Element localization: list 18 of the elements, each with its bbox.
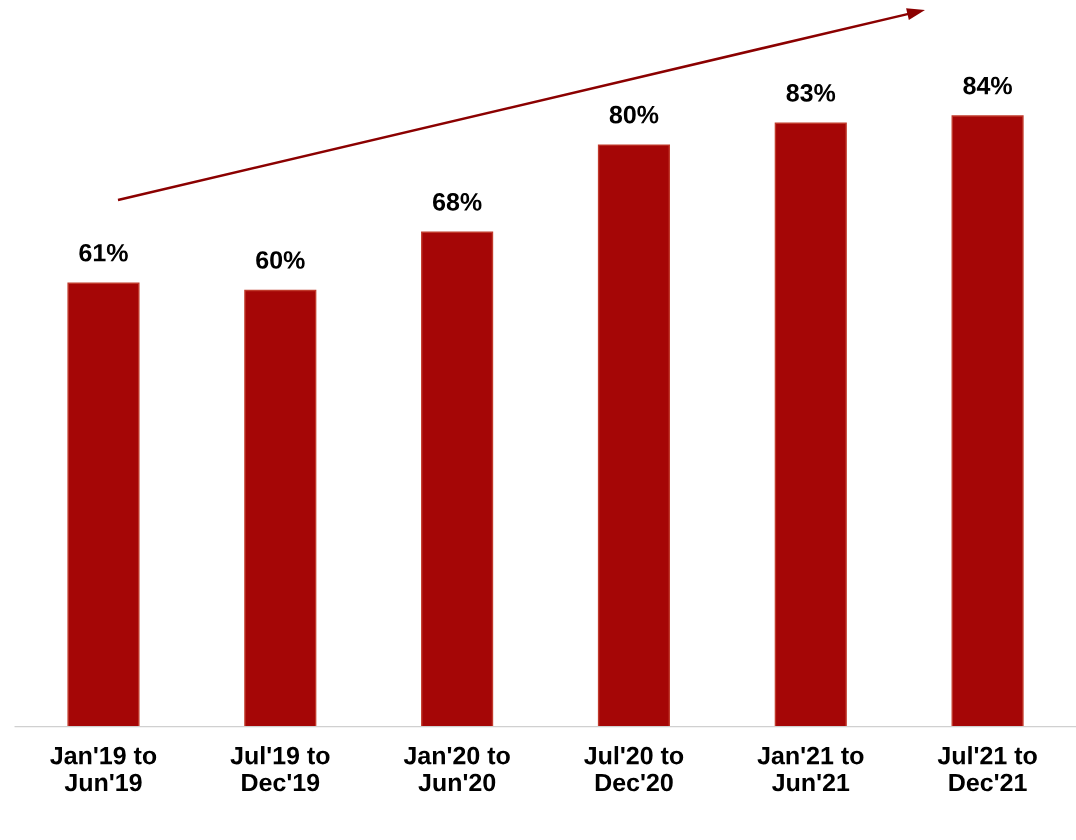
x-tick-label: Jul'20 to Dec'20 [584,746,684,792]
data-label: 80% [609,105,659,124]
x-tick-label: Jul'19 to Dec'19 [230,746,330,792]
bar [421,231,494,727]
data-label: 84% [963,76,1012,95]
bar [774,122,847,727]
data-label: 83% [786,83,836,102]
bar [951,115,1024,727]
x-tick-label: Jul'21 to Dec'21 [937,746,1037,792]
x-tick-label: Jan'21 to Jun'21 [757,746,864,792]
bar [244,289,317,727]
data-label: 68% [433,193,482,211]
x-tick-label: Jan'19 to Jun'19 [50,746,157,792]
bar [597,144,671,727]
data-label: 61% [79,243,128,262]
data-label: 60% [256,251,305,269]
x-tick-label: Jan'20 to Jun'20 [403,746,510,792]
bar [67,282,140,727]
